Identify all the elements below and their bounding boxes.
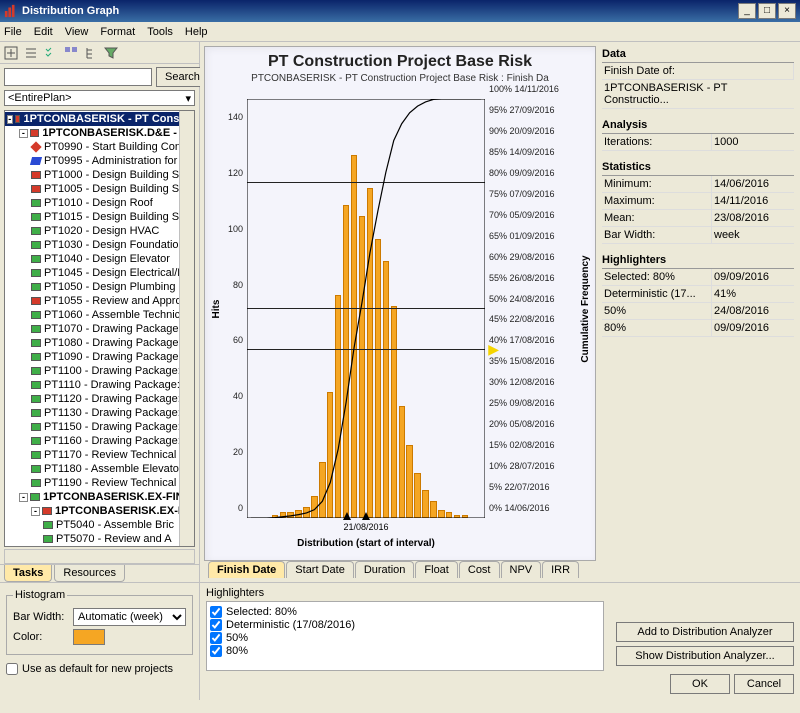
color-swatch[interactable] — [73, 629, 105, 645]
tree-node[interactable]: PT1190 - Review Technical — [5, 476, 194, 490]
tree-node[interactable]: PT1060 - Assemble Technic — [5, 308, 194, 322]
default-label: Use as default for new projects — [22, 663, 173, 675]
left-tab-resources[interactable]: Resources — [54, 565, 125, 582]
tree-node[interactable]: PT1055 - Review and Appro — [5, 294, 194, 308]
tree-node[interactable]: PT1150 - Drawing Package: — [5, 420, 194, 434]
x-axis-label: Distribution (start of interval) — [247, 538, 485, 549]
menu-view[interactable]: View — [65, 26, 89, 38]
tree-node[interactable]: PT1045 - Design Electrical/L — [5, 266, 194, 280]
center-tab-cost[interactable]: Cost — [459, 561, 500, 578]
search-input[interactable] — [4, 68, 152, 86]
highlighter-check[interactable] — [210, 645, 222, 657]
checklist-icon[interactable] — [44, 46, 58, 60]
tree-node[interactable]: PT1080 - Drawing Package: — [5, 336, 194, 350]
highlighter-check[interactable] — [210, 619, 222, 631]
tree-node[interactable]: -1PTCONBASERISK.D&E - De — [5, 126, 194, 140]
highlighter-check[interactable] — [210, 606, 222, 618]
tree-node[interactable]: PT1160 - Drawing Package: — [5, 434, 194, 448]
tree-node[interactable]: PT1110 - Drawing Package: — [5, 378, 194, 392]
tree-node[interactable]: PT1020 - Design HVAC — [5, 224, 194, 238]
y-right-label: Cumulative Frequency — [580, 255, 591, 362]
left-toolbar — [0, 42, 199, 64]
tree-node[interactable]: PT1040 - Design Elevator — [5, 252, 194, 266]
menu-format[interactable]: Format — [100, 26, 135, 38]
menu-bar: File Edit View Format Tools Help — [0, 22, 800, 42]
menu-edit[interactable]: Edit — [34, 26, 53, 38]
funnel-icon[interactable] — [104, 46, 118, 60]
x-tick: 21/08/2016 — [343, 522, 388, 532]
tree-node[interactable]: PT5040 - Assemble Bric — [5, 518, 194, 532]
center-tab-npv[interactable]: NPV — [501, 561, 542, 578]
expand-all-icon[interactable] — [4, 46, 18, 60]
menu-tools[interactable]: Tools — [147, 26, 173, 38]
tree-node[interactable]: -1PTCONBASERISK.EX-FI — [5, 504, 194, 518]
list-icon[interactable] — [24, 46, 38, 60]
tree-node[interactable]: PT1100 - Drawing Package: — [5, 364, 194, 378]
tree-node[interactable]: PT1070 - Drawing Package: — [5, 322, 194, 336]
tree-node[interactable]: PT1130 - Drawing Package: — [5, 406, 194, 420]
maximize-button[interactable]: □ — [758, 3, 776, 19]
tree-node[interactable]: PT1005 - Design Building St — [5, 182, 194, 196]
tree-node[interactable]: PT1000 - Design Building St — [5, 168, 194, 182]
tree-node[interactable]: PT1170 - Review Technical — [5, 448, 194, 462]
tree-scrollbar[interactable] — [179, 111, 194, 546]
center-tab-finish-date[interactable]: Finish Date — [208, 561, 285, 578]
title-bar: Distribution Graph _ □ × — [0, 0, 800, 22]
tree-node[interactable]: PT5180 - Prepare and S — [5, 546, 194, 547]
highlighters-label: Highlighters — [206, 587, 604, 599]
cancel-button[interactable]: Cancel — [734, 674, 794, 694]
app-icon — [4, 4, 18, 18]
tree-node[interactable]: -1PTCONBASERISK - PT Constru — [5, 112, 194, 126]
left-tab-tasks[interactable]: Tasks — [4, 565, 52, 582]
tree-hscroll[interactable] — [4, 549, 195, 564]
tree-node[interactable]: PT1120 - Drawing Package: — [5, 392, 194, 406]
tree-caption[interactable]: <EntirePlan>▾ — [4, 90, 195, 106]
tree-node[interactable]: PT1090 - Drawing Package: — [5, 350, 194, 364]
center-tab-irr[interactable]: IRR — [542, 561, 579, 578]
highlighter-check[interactable] — [210, 632, 222, 644]
tree-node[interactable]: -1PTCONBASERISK.EX-FINIS — [5, 490, 194, 504]
tree-node[interactable]: PT1015 - Design Building St — [5, 210, 194, 224]
tree-node[interactable]: PT1050 - Design Plumbing — [5, 280, 194, 294]
center-tab-duration[interactable]: Duration — [355, 561, 415, 578]
tree-node[interactable]: PT1030 - Design Foundation — [5, 238, 194, 252]
distribution-chart: PT Construction Project Base Risk PTCONB… — [204, 46, 596, 561]
menu-help[interactable]: Help — [185, 26, 208, 38]
menu-file[interactable]: File — [4, 26, 22, 38]
info-panel: DataFinish Date of:1PTCONBASERISK - PT C… — [600, 42, 800, 582]
task-tree[interactable]: -1PTCONBASERISK - PT Constru-1PTCONBASER… — [4, 110, 195, 547]
ok-button[interactable]: OK — [670, 674, 730, 694]
tree-node[interactable]: PT5070 - Review and A — [5, 532, 194, 546]
close-button[interactable]: × — [778, 3, 796, 19]
color-label: Color: — [13, 631, 69, 643]
show-analyzer-button[interactable]: Show Distribution Analyzer... — [616, 646, 794, 666]
center-tab-float[interactable]: Float — [415, 561, 457, 578]
tree-node[interactable]: PT0990 - Start Building Con — [5, 140, 194, 154]
add-analyzer-button[interactable]: Add to Distribution Analyzer — [616, 622, 794, 642]
minimize-button[interactable]: _ — [738, 3, 756, 19]
default-checkbox[interactable] — [6, 663, 18, 675]
barwidth-select[interactable]: Automatic (week) — [73, 608, 186, 626]
tree-node[interactable]: PT1180 - Assemble Elevato — [5, 462, 194, 476]
grid-icon[interactable] — [64, 46, 78, 60]
tree-node[interactable]: PT1010 - Design Roof — [5, 196, 194, 210]
center-tab-start-date[interactable]: Start Date — [286, 561, 354, 578]
tree-node[interactable]: PT0995 - Administration for — [5, 154, 194, 168]
cumulative-line — [247, 99, 485, 518]
histogram-group: Histogram Bar Width: Automatic (week) Co… — [6, 589, 193, 655]
tree-icon[interactable] — [84, 46, 98, 60]
chart-title: PT Construction Project Base Risk — [205, 47, 595, 71]
barwidth-label: Bar Width: — [13, 611, 69, 623]
window-title: Distribution Graph — [22, 5, 738, 17]
y-left-label: Hits — [211, 299, 222, 318]
